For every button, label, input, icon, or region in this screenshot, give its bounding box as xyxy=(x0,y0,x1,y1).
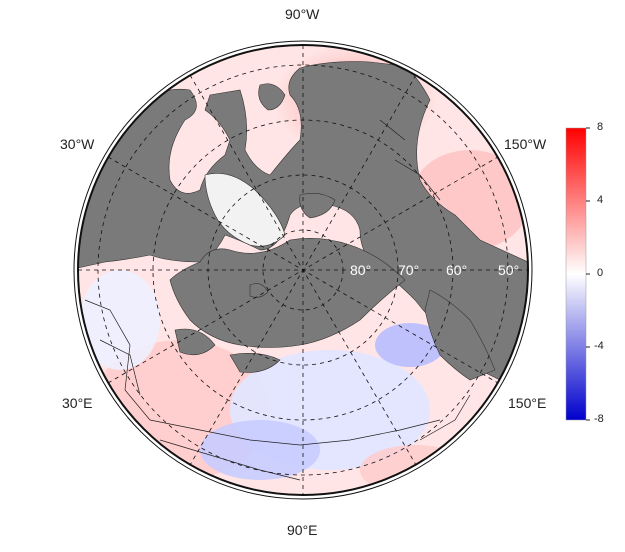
colorbar-tick-8: 8 xyxy=(597,121,604,133)
lon-label-150w: 150°W xyxy=(504,136,547,152)
lon-label-150e: 150°E xyxy=(508,395,547,411)
colorbar-tick-4: 4 xyxy=(597,194,604,206)
graticule xyxy=(78,45,528,495)
colorbar-tick-0: 0 xyxy=(597,267,604,279)
map-frame xyxy=(77,44,529,496)
country-borders xyxy=(84,119,471,481)
lon-label-90w: 90°W xyxy=(285,6,320,22)
lat-label-70: 70° xyxy=(398,262,419,278)
lon-label-30e: 30°E xyxy=(62,395,93,411)
colorbar-tick-neg4: -4 xyxy=(594,340,604,352)
lat-label-50: 50° xyxy=(498,262,519,278)
lat-label-80: 80° xyxy=(350,262,371,278)
land-masses xyxy=(78,61,528,381)
colorbar-ticks xyxy=(586,127,590,421)
lon-label-90e: 90°E xyxy=(287,522,318,538)
lat-label-60: 60° xyxy=(446,262,467,278)
lon-label-30w: 30°W xyxy=(60,136,95,152)
colorbar xyxy=(565,127,587,421)
colorbar-tick-neg8: -8 xyxy=(594,413,604,425)
